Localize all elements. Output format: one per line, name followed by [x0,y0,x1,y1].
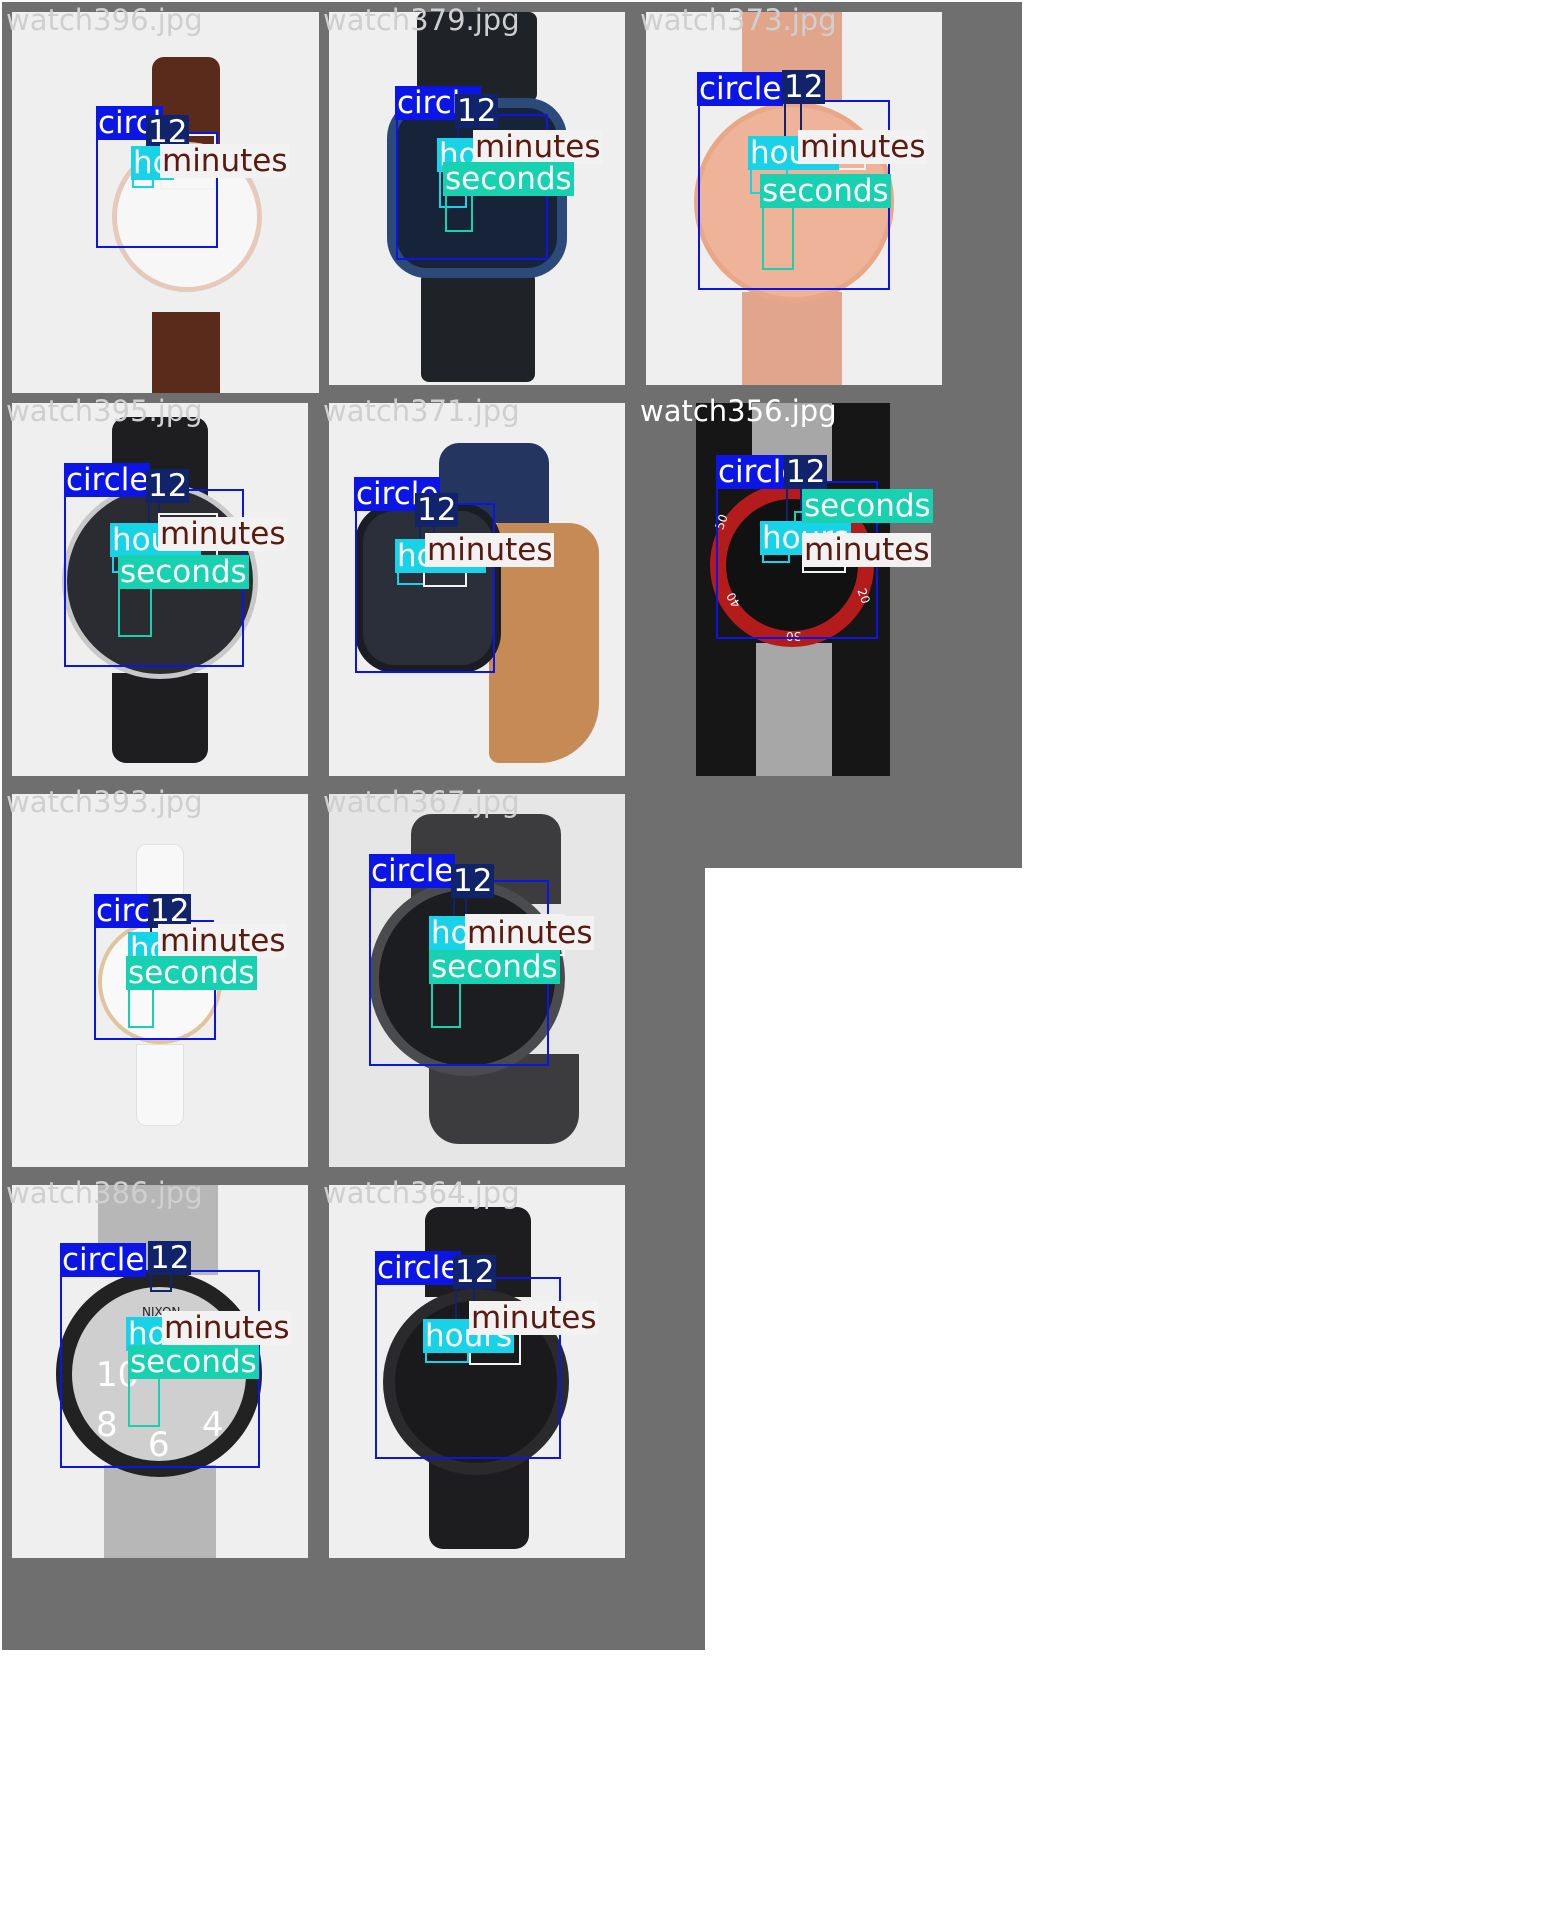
circle-label: circle [60,1242,147,1278]
minutes-label: minutes [425,532,555,568]
image-filename: watch356.jpg [640,394,837,428]
circle-label: circle [64,462,151,498]
twelve-label: 12 [784,454,828,490]
grid-tile: 50 20 30 40 watch356.jpg circle 12 hours… [636,393,1022,868]
circle-label: circle [375,1250,462,1286]
image-filename: watch386.jpg [6,1176,203,1210]
watch-photo [329,403,625,776]
grid-tile: NIXON 10 8 4 6 watch386.jpg circle 12 ho… [2,1175,388,1650]
seconds-label: seconds [760,173,891,209]
seconds-label: seconds [802,488,933,524]
twelve-label: 12 [146,468,190,504]
twelve-label: 12 [455,93,499,129]
dial-number: 8 [96,1405,118,1445]
watch-strap [136,1044,184,1126]
twelve-label: 12 [146,114,190,150]
seconds-label: seconds [443,161,574,197]
seconds-box [118,583,152,637]
seconds-label: seconds [118,554,249,590]
watch-strap [421,272,535,382]
dial-number: 4 [202,1405,224,1445]
minutes-label: minutes [160,143,290,179]
minutes-label: minutes [469,1300,599,1336]
seconds-label: seconds [429,949,560,985]
twelve-label: 12 [451,863,495,899]
circle-label: circle [697,71,784,107]
minutes-label: minutes [802,532,932,568]
watch-photo [329,1185,625,1558]
hours-label: hours [110,522,202,558]
image-filename: watch367.jpg [323,785,520,819]
watch-strap [756,643,832,776]
seconds-label: seconds [126,955,257,991]
hours-label: hours [423,1318,515,1354]
image-filename: watch379.jpg [323,3,520,37]
dial-number: 6 [148,1425,170,1465]
image-filename: watch373.jpg [640,3,837,37]
circle-label: circle [369,853,456,889]
seconds-label: seconds [128,1344,259,1380]
twelve-label: 12 [782,69,826,105]
minutes-label: minutes [158,923,288,959]
watch-photo [12,12,378,467]
image-filename: watch393.jpg [6,785,203,819]
twelve-label: 12 [148,893,192,929]
minutes-label: minutes [162,1310,292,1346]
twelve-label: 12 [453,1254,497,1290]
minutes-label: minutes [158,516,288,552]
watch-strap [742,292,842,385]
grid-tile: watch364.jpg circle 12 hours minutes [319,1175,705,1650]
image-filename: watch396.jpg [6,3,203,37]
image-filename: watch364.jpg [323,1176,520,1210]
watch-strap [104,1465,216,1558]
watch-dial [355,503,501,673]
image-filename: watch395.jpg [6,394,203,428]
image-filename: watch371.jpg [323,394,520,428]
twelve-label: 12 [415,492,459,528]
minutes-label: minutes [798,129,928,165]
minutes-label: minutes [465,915,595,951]
twelve-label: 12 [148,1240,192,1276]
watch-strap [112,673,208,763]
seconds-box [762,202,794,270]
minutes-label: minutes [473,129,603,165]
